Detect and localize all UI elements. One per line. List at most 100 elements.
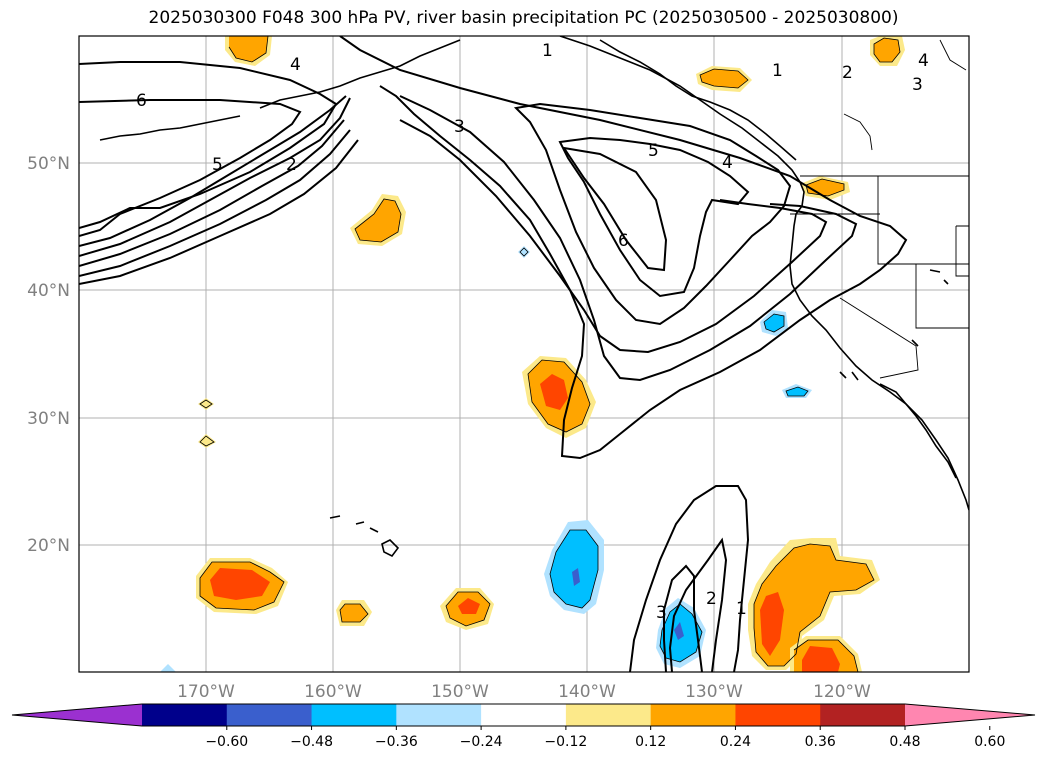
pc-blob-negative [160,664,176,672]
colorbar-tick-label: 0.60 [974,734,1005,750]
colorbar-extend-min [12,704,142,726]
colorbar-segment [226,704,313,726]
pv-contour [663,564,703,672]
border-states-4 [839,297,919,379]
colorbar-tick-label: 0.24 [720,734,751,750]
contour-label: 1 [736,599,747,619]
contour-label: 2 [706,589,717,609]
pv-contour [513,102,792,326]
pc-blob-positive [754,544,874,666]
contour-label: 2 [286,155,297,175]
pv-contour [399,95,858,382]
pc-blob-positive [198,398,214,410]
contour-label: 2 [842,63,853,83]
contour-label: 4 [918,51,929,71]
pc-blob-positive [802,646,840,672]
pv-contour [629,485,750,672]
colorbar-segment [565,704,652,726]
pc-outline [339,603,369,623]
pv-contour [561,146,668,272]
pv-contour [399,119,828,354]
pc-outline [354,198,402,243]
pv-contour [558,136,750,298]
contour-label: 4 [290,55,301,75]
colorbar-segment [481,704,567,726]
pv-contour [79,95,347,247]
pc-outline [199,435,215,447]
lon-label: 140°W [558,682,616,702]
pc-shading [160,36,905,672]
lat-labels: 50°N 40°N 30°N 20°N [27,154,70,556]
border-states-3 [915,264,969,329]
pc-blob-positive [700,69,748,88]
contour-label: 6 [136,91,147,111]
map-title: 2025030300 F048 300 hPa PV, river basin … [148,8,899,28]
pc-outline [753,543,875,667]
colorbar-tick-label: 0.36 [805,734,836,750]
coastlines [99,36,969,558]
lat-label: 30°N [27,409,70,429]
pc-blob-positive [229,36,268,62]
pc-blob-positive [355,199,401,242]
colorbar-tick-label: 0.12 [635,734,666,750]
coastline-north-america [559,36,969,511]
lon-label: 150°W [431,682,489,702]
contour-label: 4 [722,153,733,173]
pc-outline [519,247,529,257]
colorbar-tick-label: −0.36 [375,734,418,750]
pc-outline [805,178,845,197]
pc-blob-positive [198,434,216,448]
pc-outline [785,386,809,397]
pc-outline [873,37,901,63]
pc-outline [445,591,491,627]
pc-outline [699,68,749,89]
pv-contour [79,99,302,237]
pc-blob-positive [540,374,568,410]
pv-contour [339,36,908,460]
lat-label: 20°N [27,536,70,556]
pc-outline [793,639,859,672]
pc-outline [228,36,269,63]
pc-blob-positive [340,604,368,622]
pv-contours [79,36,908,672]
colorbar-tick-label: −0.12 [544,734,587,750]
pv-contour [79,139,359,285]
coastline-aleutians-west [99,115,241,141]
contour-label: 3 [912,75,923,95]
contour-label: 1 [542,41,553,61]
colorbar-tick-label: −0.24 [460,734,503,750]
contour-label: 1 [772,61,783,81]
coastline-mexico-islands [839,269,949,381]
lat-label: 40°N [27,281,70,301]
pc-blob-positive [874,38,900,62]
map-frame [78,35,970,673]
colorbar-outline [11,703,1036,727]
colorbar-segment [142,704,228,726]
pc-blob-negative [550,530,598,608]
border-states-1 [877,176,969,265]
colorbar: −0.60 −0.48 −0.36 −0.24 −0.12 0.12 0.24 0.36 0.4… [11,703,1036,750]
lon-label: 120°W [813,682,871,702]
pc-blob-positive [760,592,784,656]
coastline-aleutians [259,39,461,109]
pv-contour-labels: 6 5 4 2 1 3 5 6 4 1 2 3 4 3 2 1 [136,41,929,623]
colorbar-segment [820,704,906,726]
lon-label: 170°W [177,682,235,702]
pc-outline [763,313,785,333]
pv-contour [79,129,351,277]
pc-outline [527,359,591,433]
pv-contour [79,97,351,257]
contour-label: 3 [454,117,465,137]
border-states-5 [955,225,969,277]
pv-contour [79,61,338,229]
colorbar-segment [735,704,821,726]
lat-label: 50°N [27,154,70,174]
colorbar-tick-label: 0.48 [889,734,920,750]
contour-label: 5 [212,155,223,175]
colorbar-segment [650,704,736,726]
pc-outline [549,529,599,609]
pc-blob-negative [674,622,684,640]
colorbar-extend-max [905,704,1035,726]
contour-label: 5 [648,141,659,161]
